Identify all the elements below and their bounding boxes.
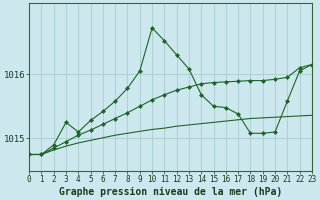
X-axis label: Graphe pression niveau de la mer (hPa): Graphe pression niveau de la mer (hPa) bbox=[59, 186, 282, 197]
